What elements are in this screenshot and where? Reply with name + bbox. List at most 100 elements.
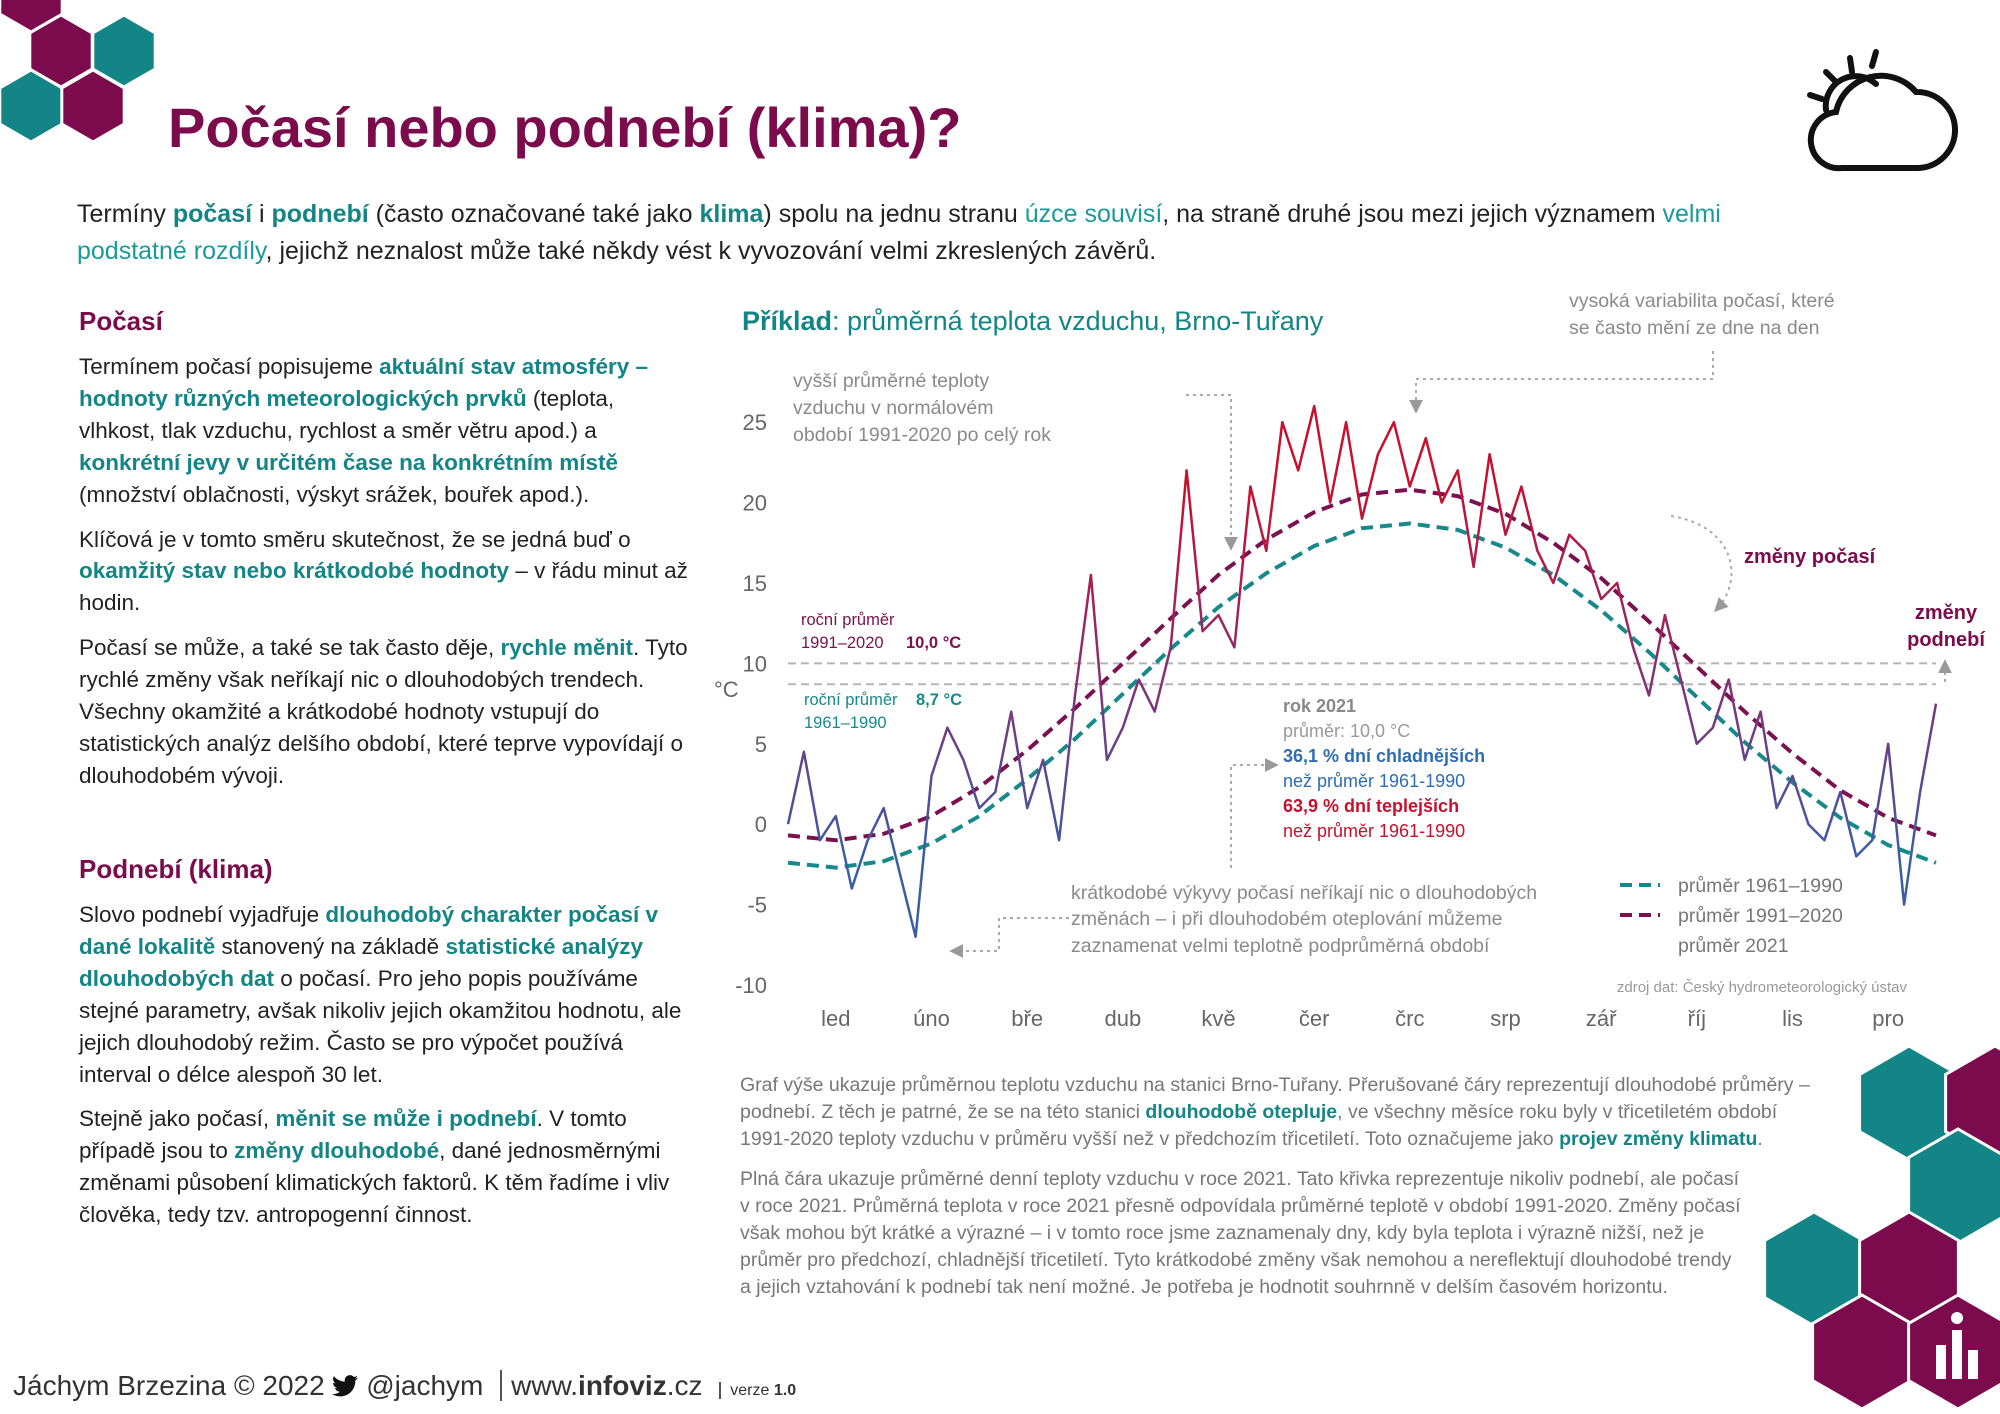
text: . V tomto případě jsou to <box>79 1106 627 1164</box>
arrow <box>949 917 1069 958</box>
plot: -10 -5 0 5 10 15 20 25 led úno bře dub kvě čer črc srp z… <box>735 404 1938 1031</box>
annotation: se často mění ze dne na den <box>1569 317 1819 339</box>
explanation: Graf výše ukazuje průměrnou teplotu vzdu… <box>740 1072 1820 1314</box>
annotation: průměr: 10,0 °C <box>1283 721 1410 741</box>
text: (množství oblačnosti, výskyt srážek, bou… <box>79 481 590 507</box>
paragraph: Plná čára ukazuje průměrné denní teploty… <box>740 1166 1745 1301</box>
annotation: vysoká variabilita počasí, které <box>1569 290 1835 312</box>
logo-bar <box>1952 1330 1962 1379</box>
y-tick-label: 20 <box>743 491 767 516</box>
text: ) spolu na jednu stranu <box>763 200 1025 228</box>
x-tick-label: led <box>821 1006 850 1031</box>
paragraph: Slovo podnebí vyjadřuje dlouhodobý chara… <box>79 899 699 1090</box>
x-tick-label: pro <box>1872 1006 1904 1031</box>
paragraph: Stejně jako počasí, měnit se může i podn… <box>79 1103 699 1231</box>
paragraph: Počasí se může, a také se tak často děje… <box>79 632 691 792</box>
text: Počasí se může, a také se tak často děje… <box>79 635 501 661</box>
paragraph: Termínem počasí popisujeme aktuální stav… <box>79 351 691 511</box>
weather-section: Počasí Termínem počasí popisujeme aktuál… <box>79 306 691 805</box>
sun-rays <box>1807 49 1879 102</box>
emphasis: klima <box>699 200 764 228</box>
x-tick-label: dub <box>1104 1006 1141 1031</box>
x-tick-label: říj <box>1688 1006 1706 1031</box>
y-tick-label: 25 <box>743 410 767 435</box>
version-number: 1.0 <box>773 1382 797 1399</box>
chart-title: Příklad: průměrná teplota vzduchu, Brno-… <box>742 306 1323 337</box>
text: (často označované také jako <box>368 200 700 228</box>
version: verze 1.0 <box>719 1382 797 1399</box>
reference-label: roční průměr <box>804 691 898 709</box>
title: Počasí nebo podnebí (klima)? <box>168 96 962 159</box>
text: – v řádu minut až hodin. <box>79 558 688 616</box>
legend-label: průměr 1961–1990 <box>1678 875 1843 897</box>
x-tick-label: bře <box>1011 1006 1043 1031</box>
annotation: změny počasí <box>1744 546 1877 568</box>
web-name: infoviz <box>578 1370 667 1401</box>
annotation: období 1991-2020 po celý rok <box>793 424 1051 446</box>
emphasis: Příklad <box>742 306 833 336</box>
emphasis: dlouhodobý charakter počasí v dané lokal… <box>79 902 658 959</box>
emphasis: okamžitý stav nebo krátkodobé hodnoty <box>79 558 510 584</box>
text: Klíčová je v tomto směru skutečnost, že … <box>79 526 631 552</box>
reference-label: 1961–1990 <box>804 714 887 732</box>
web: www.infoviz.cz <box>500 1370 703 1401</box>
weather-icon <box>1807 49 1958 172</box>
emphasis: měnit se může i podnebí <box>275 1106 537 1132</box>
legend-label: průměr 2021 <box>1678 935 1789 957</box>
annotation: podnebí <box>1907 629 1986 651</box>
intro: Termíny počasí i podnebí (často označova… <box>77 196 1737 270</box>
annotation: 36,1 % dní chladnějších <box>1283 746 1485 766</box>
paragraph: Graf výše ukazuje průměrnou teplotu vzdu… <box>740 1072 1820 1153</box>
x-tick-label: zář <box>1586 1006 1617 1031</box>
chart-annotations: vyšší průměrné teploty vzduchu v normálo… <box>714 290 1986 996</box>
text: (teplota, vlhkost, tlak vzduchu, rychlos… <box>79 385 615 443</box>
y-tick-label: 0 <box>755 812 767 837</box>
text: stanovený na základě <box>215 933 446 959</box>
y-axis-label: °C <box>714 677 739 702</box>
text: Graf výše ukazuje průměrnou teplotu vzdu… <box>740 1074 1810 1123</box>
reference-label: roční průměr <box>801 611 895 629</box>
annotation: vyšší průměrné teploty <box>793 370 989 392</box>
emphasis: podnebí <box>271 200 369 228</box>
web-prefix: www. <box>511 1370 579 1401</box>
reference-label: 1991–2020 <box>801 634 884 652</box>
emphasis: změny dlouhodobé <box>234 1138 440 1164</box>
y-tick-label: -5 <box>747 893 767 918</box>
annotation: rok 2021 <box>1283 696 1356 716</box>
emphasis: projev změny klimatu <box>1559 1128 1758 1150</box>
y-tick-label: -10 <box>735 973 767 998</box>
reference-value: 8,7 °C <box>916 691 962 709</box>
version-label: verze <box>730 1382 770 1399</box>
arrow <box>1670 515 1733 613</box>
annotation: než průměr 1961-1990 <box>1283 821 1465 841</box>
emphasis: konkrétní jevy v určitém čase na konkrét… <box>79 449 618 475</box>
reference-value: 10,0 °C <box>906 634 961 652</box>
series-line <box>787 487 1937 843</box>
logo-bar <box>1968 1350 1978 1379</box>
annotation: vzduchu v normálovém <box>793 397 994 419</box>
emphasis: rychle měnit <box>500 635 634 661</box>
series-line <box>787 521 1937 870</box>
text: Stejně jako počasí, <box>79 1106 276 1132</box>
annotation: změnách – i při dlouhodobém oteplování m… <box>1071 908 1502 930</box>
x-tick-label: čer <box>1299 1006 1330 1031</box>
cloud <box>1807 72 1958 172</box>
arrow <box>1409 351 1714 414</box>
emphasis: statistické analýzy dlouhodobých dat <box>79 933 644 991</box>
legend-label: průměr 1991–2020 <box>1678 905 1843 927</box>
text: . Tyto rychlé změny však neříkají nic o … <box>79 635 688 788</box>
arrow <box>1186 394 1238 551</box>
text: : průměrná teplota vzduchu, Brno-Tuřany <box>832 306 1324 336</box>
text: , dané jednosměrnými změnami působení kl… <box>79 1138 670 1228</box>
text: . <box>1757 1128 1763 1150</box>
text: i <box>252 200 272 228</box>
emphasis: dlouhodobě otepluje <box>1145 1101 1338 1123</box>
accent: úzce souvisí <box>1024 200 1163 228</box>
footer: Jáchym Brzezina © 2022 @jachym www.infov… <box>13 1368 797 1409</box>
source: zdroj dat: Český hydrometeorologický úst… <box>1617 979 1908 996</box>
x-tick-label: srp <box>1490 1006 1521 1031</box>
web-suffix: .cz <box>666 1370 703 1401</box>
